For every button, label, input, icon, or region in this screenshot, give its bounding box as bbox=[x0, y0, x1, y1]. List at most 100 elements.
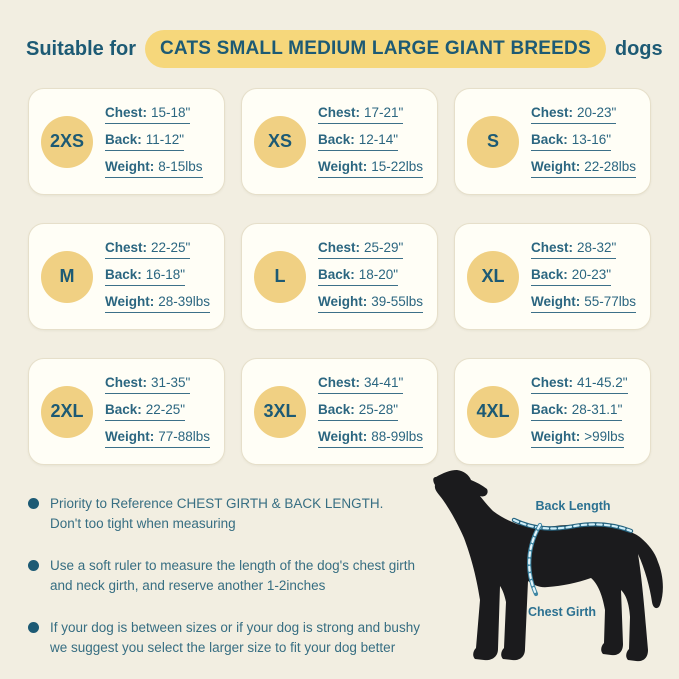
back-label: Back: bbox=[105, 266, 142, 282]
size-badge: M bbox=[41, 250, 93, 303]
weight-measure: Weight: 88-99lbs bbox=[318, 429, 424, 448]
measurements: Chest: 31-35" Back: 22-25" Weight: 77-88lbs bbox=[105, 374, 211, 448]
weight-measure: Weight: 15-22lbs bbox=[318, 158, 424, 178]
measurements: Chest: 41-45.2" Back: 28-31.1" Weight: >99l… bbox=[531, 374, 628, 448]
chest-value: 15-18" bbox=[151, 104, 191, 120]
chest-measure: Chest: 17-21" bbox=[318, 104, 404, 124]
measurements: Chest: 22-25" Back: 16-18" Weight: 28-39lbs bbox=[105, 239, 211, 313]
chest-label: Chest: bbox=[318, 239, 361, 255]
weight-measure: Weight: >99lbs bbox=[531, 428, 625, 448]
back-label: Back: bbox=[318, 131, 355, 147]
size-badge: S bbox=[467, 115, 519, 168]
weight-value: 8-15lbs bbox=[158, 158, 203, 174]
weight-value: 28-39lbs bbox=[158, 293, 211, 309]
back-value: 28-31.1" bbox=[571, 401, 623, 417]
weight-value: 39-55lbs bbox=[371, 293, 424, 309]
bullet-dot-icon bbox=[28, 498, 39, 509]
back-length-label: Back Length bbox=[535, 499, 610, 513]
size-label: 3XL bbox=[263, 401, 297, 421]
back-label: Back: bbox=[318, 266, 355, 282]
chest-label: Chest: bbox=[105, 374, 148, 390]
chest-girth-label: Chest Girth bbox=[528, 605, 596, 619]
chest-measure: Chest: 25-29" bbox=[318, 239, 404, 259]
chest-value: 31-35" bbox=[151, 374, 191, 390]
weight-measure: Weight: 55-77lbs bbox=[531, 293, 637, 313]
back-measure: Back: 28-31.1" bbox=[531, 401, 623, 421]
chest-value: 17-21" bbox=[364, 104, 404, 120]
weight-label: Weight: bbox=[105, 428, 155, 444]
dog-silhouette-illustration: Back Length Chest Girth bbox=[433, 470, 663, 662]
measurements: Chest: 15-18" Back: 11-12" Weight: 8-15lbs bbox=[105, 104, 203, 178]
chest-measure: Chest: 34-41" bbox=[318, 374, 404, 394]
weight-value: 22-28lbs bbox=[584, 158, 637, 174]
size-card: 2XS Chest: 15-18" Back: 11-12" Weight: 8-15… bbox=[28, 88, 225, 195]
size-badge: XL bbox=[467, 250, 519, 303]
back-measure: Back: 18-20" bbox=[318, 266, 399, 286]
tip-item: Use a soft ruler to measure the length o… bbox=[28, 556, 448, 595]
weight-label: Weight: bbox=[318, 158, 368, 174]
chest-value: 25-29" bbox=[364, 239, 404, 255]
back-label: Back: bbox=[531, 131, 568, 147]
size-label: 4XL bbox=[476, 401, 510, 421]
back-label: Back: bbox=[318, 401, 355, 417]
header-prefix: Suitable for bbox=[26, 37, 137, 60]
size-badge: 2XS bbox=[41, 115, 93, 168]
back-value: 20-23" bbox=[571, 266, 612, 282]
chest-label: Chest: bbox=[318, 374, 361, 390]
measurements: Chest: 28-32" Back: 20-23" Weight: 55-77lbs bbox=[531, 239, 637, 313]
back-measure: Back: 13-16" bbox=[531, 131, 612, 151]
weight-label: Weight: bbox=[105, 293, 155, 309]
size-label: S bbox=[486, 131, 499, 151]
tip-item: Priority to Reference CHEST GIRTH & BACK… bbox=[28, 494, 448, 533]
size-card: XL Chest: 28-32" Back: 20-23" Weight: 55-77… bbox=[454, 223, 651, 330]
size-card: XS Chest: 17-21" Back: 12-14" Weight: 15-22… bbox=[241, 88, 438, 195]
size-label: XS bbox=[267, 131, 292, 151]
back-value: 13-16" bbox=[571, 131, 612, 147]
size-badge: 2XL bbox=[41, 385, 93, 438]
weight-measure: Weight: 22-28lbs bbox=[531, 158, 637, 178]
weight-label: Weight: bbox=[531, 428, 581, 444]
chest-label: Chest: bbox=[105, 239, 148, 255]
size-card: 2XL Chest: 31-35" Back: 22-25" Weight: 77-8… bbox=[28, 358, 225, 465]
size-card: M Chest: 22-25" Back: 16-18" Weight: 28-39l… bbox=[28, 223, 225, 330]
back-measure: Back: 22-25" bbox=[105, 401, 186, 421]
size-grid: 2XS Chest: 15-18" Back: 11-12" Weight: 8-15… bbox=[28, 88, 651, 465]
measurements: Chest: 25-29" Back: 18-20" Weight: 39-55lbs bbox=[318, 239, 424, 313]
back-length-line-dashes bbox=[512, 518, 633, 533]
chest-label: Chest: bbox=[531, 374, 574, 390]
weight-measure: Weight: 39-55lbs bbox=[318, 293, 424, 313]
size-label: L bbox=[274, 266, 286, 286]
chest-value: 28-32" bbox=[577, 239, 617, 255]
back-label: Back: bbox=[105, 131, 142, 147]
back-value: 25-28" bbox=[358, 401, 399, 417]
header-highlight-pill: CATS SMALL MEDIUM LARGE GIANT BREEDS bbox=[145, 30, 606, 68]
measurements: Chest: 17-21" Back: 12-14" Weight: 15-22lbs bbox=[318, 104, 424, 178]
bullet-dot-icon bbox=[28, 622, 39, 634]
weight-value: 15-22lbs bbox=[371, 158, 424, 174]
header-suffix: dogs bbox=[614, 37, 663, 60]
chest-measure: Chest: 31-35" bbox=[105, 374, 191, 394]
tip-text: Priority to Reference CHEST GIRTH & BACK… bbox=[50, 496, 384, 531]
weight-label: Weight: bbox=[531, 158, 581, 174]
tip-text: If your dog is between sizes or if your … bbox=[50, 620, 420, 655]
back-value: 18-20" bbox=[358, 266, 399, 282]
weight-measure: Weight: 28-39lbs bbox=[105, 293, 211, 313]
back-value: 12-14" bbox=[358, 131, 399, 147]
size-card: 3XL Chest: 34-41" Back: 25-28" Weight: 88-9… bbox=[241, 358, 438, 465]
size-badge: 3XL bbox=[254, 385, 306, 438]
chest-label: Chest: bbox=[531, 239, 574, 255]
chest-measure: Chest: 20-23" bbox=[531, 104, 617, 124]
weight-label: Weight: bbox=[531, 293, 581, 309]
back-value: 11-12" bbox=[145, 131, 185, 147]
chest-value: 20-23" bbox=[577, 104, 617, 120]
chest-value: 22-25" bbox=[151, 239, 191, 255]
weight-measure: Weight: 8-15lbs bbox=[105, 158, 203, 178]
size-card: L Chest: 25-29" Back: 18-20" Weight: 39-55l… bbox=[241, 223, 438, 330]
bullet-dot-icon bbox=[28, 560, 39, 572]
chest-girth-line-dashes bbox=[528, 523, 542, 596]
back-value: 22-25" bbox=[145, 401, 186, 417]
chest-measure: Chest: 15-18" bbox=[105, 104, 191, 124]
weight-label: Weight: bbox=[105, 158, 155, 174]
chest-value: 41-45.2" bbox=[577, 374, 628, 390]
tips-list: Priority to Reference CHEST GIRTH & BACK… bbox=[28, 494, 448, 657]
